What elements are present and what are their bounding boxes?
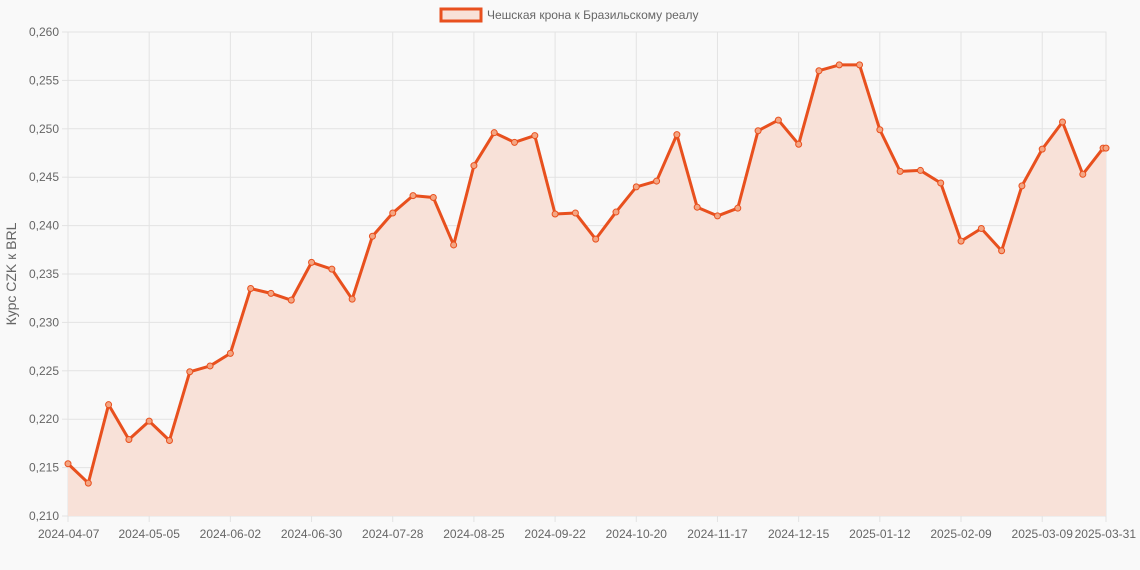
data-point[interactable]	[734, 204, 742, 212]
x-tick-label: 2025-02-09	[930, 527, 992, 541]
data-point[interactable]	[835, 61, 843, 69]
y-tick-label: 0,210	[29, 509, 59, 523]
data-point[interactable]	[328, 265, 336, 273]
x-tick-label: 2025-03-31	[1075, 527, 1137, 541]
data-point[interactable]	[977, 225, 985, 232]
data-point[interactable]	[450, 241, 458, 249]
data-point[interactable]	[876, 126, 884, 134]
data-point[interactable]	[145, 417, 153, 425]
y-axis-title: Курс CZK к BRL	[3, 222, 19, 325]
x-axis-ticks: 2024-04-07 2024-05-05 2024-06-02 2024-06-30…	[38, 527, 1136, 541]
series-area	[68, 64, 1106, 516]
data-point[interactable]	[693, 203, 701, 211]
data-point[interactable]	[511, 138, 519, 146]
y-axis-ticks: 0,210 0,215 0,220 0,225 0,230 0,235 0,240 0,245…	[29, 25, 59, 523]
data-points	[64, 61, 1110, 487]
x-tick-label: 2024-11-17	[687, 527, 748, 541]
data-point[interactable]	[64, 460, 72, 468]
data-point[interactable]	[287, 296, 295, 304]
data-point[interactable]	[896, 167, 904, 175]
data-point[interactable]	[226, 349, 234, 357]
legend-swatch	[439, 7, 483, 23]
data-point[interactable]	[125, 436, 133, 444]
data-point[interactable]	[348, 295, 356, 303]
data-point[interactable]	[937, 179, 945, 187]
data-point[interactable]	[267, 289, 275, 297]
data-point[interactable]	[612, 208, 620, 216]
data-point[interactable]	[856, 61, 864, 69]
data-point[interactable]	[490, 129, 498, 137]
data-point[interactable]	[389, 209, 397, 217]
y-tick-label: 0,250	[29, 122, 59, 136]
data-point[interactable]	[592, 235, 600, 243]
x-tick-label: 2024-12-15	[768, 527, 830, 541]
x-tick-label: 2024-10-20	[606, 527, 668, 541]
x-tick-label: 2024-08-25	[443, 527, 505, 541]
data-point[interactable]	[571, 209, 579, 217]
data-point[interactable]	[531, 132, 539, 140]
data-point[interactable]	[1038, 145, 1046, 153]
x-tick-label: 2024-06-30	[281, 527, 343, 541]
x-tick-label: 2025-03-09	[1012, 527, 1074, 541]
data-point[interactable]	[916, 166, 924, 174]
data-point[interactable]	[795, 140, 803, 148]
data-point[interactable]	[409, 192, 417, 200]
y-tick-label: 0,255	[29, 73, 59, 87]
x-tick-label: 2024-04-07	[38, 527, 100, 541]
data-point[interactable]	[1018, 182, 1026, 190]
data-point[interactable]	[754, 127, 762, 135]
y-tick-label: 0,230	[29, 315, 59, 329]
x-tick-label: 2024-07-28	[362, 527, 424, 541]
data-point[interactable]	[1079, 170, 1087, 178]
data-point[interactable]	[470, 162, 478, 170]
y-tick-label: 0,235	[29, 267, 59, 281]
data-point[interactable]	[368, 232, 376, 240]
y-tick-label: 0,240	[29, 219, 59, 233]
x-tick-label: 2024-05-05	[118, 527, 180, 541]
data-point[interactable]	[165, 437, 173, 444]
data-point[interactable]	[1102, 144, 1110, 152]
legend-label: Чешская крона к Бразильскому реалу	[487, 8, 698, 22]
data-point[interactable]	[815, 67, 823, 75]
data-point[interactable]	[713, 212, 721, 220]
x-tick-label: 2024-09-22	[524, 527, 586, 541]
data-point[interactable]	[957, 237, 965, 245]
data-point[interactable]	[998, 247, 1006, 255]
data-point[interactable]	[551, 210, 559, 218]
data-point[interactable]	[774, 116, 782, 124]
data-point[interactable]	[84, 479, 92, 487]
y-tick-label: 0,220	[29, 412, 59, 426]
data-point[interactable]	[632, 183, 640, 191]
data-point[interactable]	[247, 285, 255, 293]
x-tick-label: 2025-01-12	[849, 527, 911, 541]
data-point[interactable]	[105, 401, 113, 409]
data-point[interactable]	[673, 131, 681, 139]
data-point[interactable]	[653, 177, 661, 185]
data-point[interactable]	[186, 368, 194, 376]
y-tick-label: 0,260	[29, 25, 59, 39]
data-point[interactable]	[308, 258, 316, 266]
x-tick-label: 2024-06-02	[200, 527, 262, 541]
legend[interactable]: Чешская крона к Бразильскому реалу	[439, 7, 698, 23]
y-tick-label: 0,225	[29, 364, 59, 378]
y-tick-label: 0,215	[29, 461, 59, 475]
data-point[interactable]	[1059, 118, 1067, 126]
y-tick-label: 0,245	[29, 170, 59, 184]
data-point[interactable]	[429, 194, 437, 202]
data-point[interactable]	[206, 362, 214, 370]
area-fill	[68, 64, 1106, 516]
